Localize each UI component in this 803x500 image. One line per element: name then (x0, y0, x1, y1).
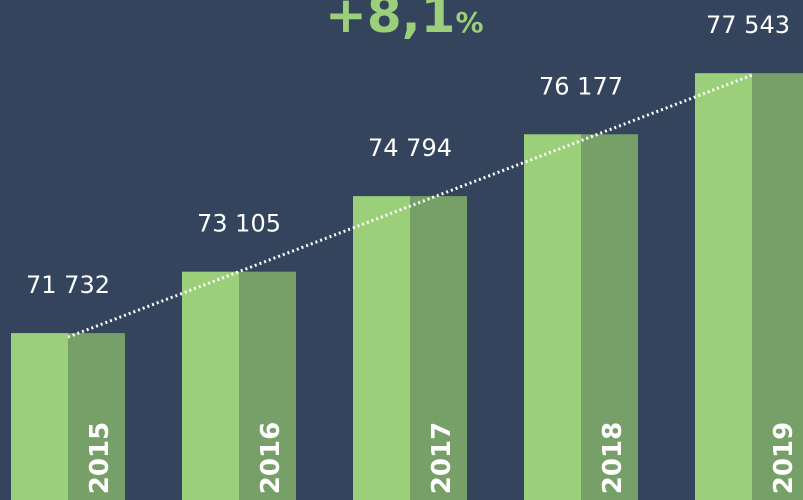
value-label: 71 732 (26, 271, 110, 299)
bar-light (524, 134, 581, 500)
bar-dark (581, 134, 638, 500)
trend-line (67, 73, 753, 339)
value-label: 74 794 (368, 134, 452, 162)
x-tick-label: 2017 (427, 422, 457, 494)
headline-unit: % (455, 6, 483, 39)
x-tick-label: 2019 (769, 422, 799, 494)
headline: +8,1% (325, 0, 484, 44)
x-tick-label: 2018 (598, 422, 628, 494)
x-tick-label: 2016 (256, 422, 286, 494)
bar-light (695, 73, 752, 500)
bar-dark (68, 333, 125, 500)
bar-dark (410, 196, 467, 500)
value-label: 77 543 (706, 11, 790, 39)
x-tick-label: 2015 (85, 422, 115, 494)
value-label: 73 105 (197, 210, 281, 238)
bar-dark (239, 271, 296, 500)
bar-light (353, 196, 410, 500)
bar-light (182, 271, 239, 500)
headline-value: +8,1 (325, 0, 455, 44)
bar-light (11, 333, 68, 500)
value-label: 76 177 (539, 72, 623, 100)
bar-dark (752, 73, 803, 500)
